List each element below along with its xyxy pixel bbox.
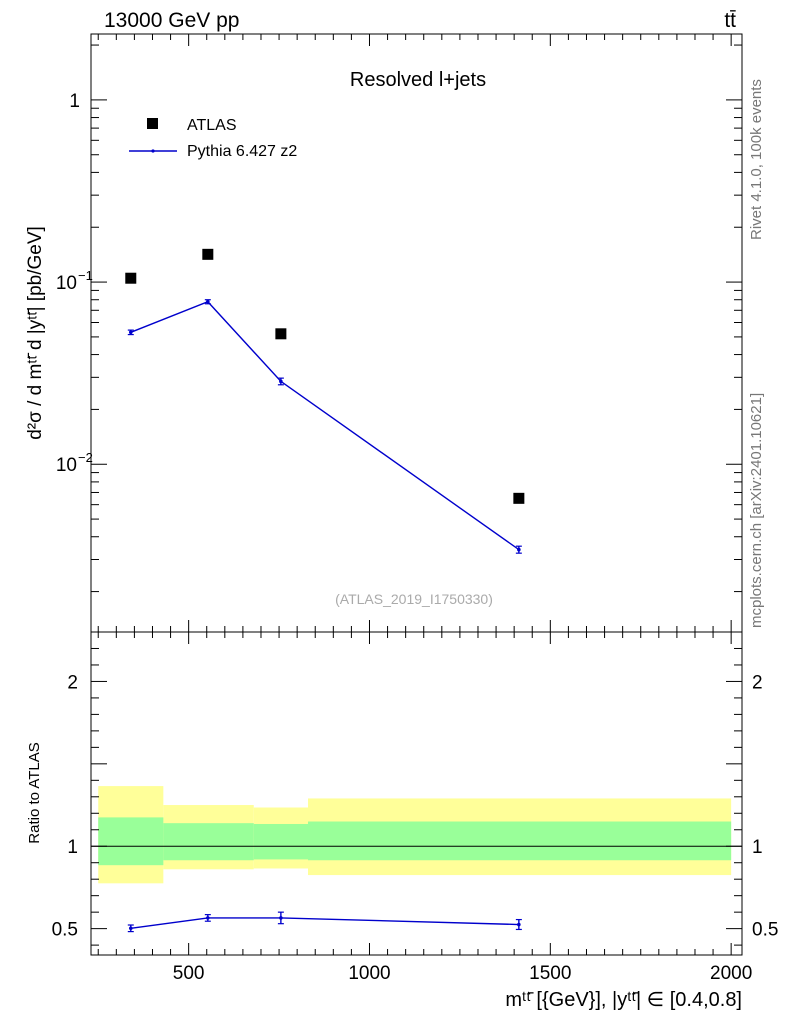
main-y-tick-exponent: −2 (78, 450, 93, 465)
ratio-pythia-line (130, 917, 519, 929)
ratio-band-green (253, 823, 308, 860)
main-y-tick-exponent: −1 (78, 268, 93, 283)
ratio-band-green (98, 817, 164, 866)
atlas-point (202, 248, 214, 260)
ratio-y-axis-label: Ratio to ATLAS (26, 742, 43, 843)
rivet-label: Rivet 4.1.0, 100k events (748, 79, 765, 240)
ratio-band-green (163, 823, 254, 861)
ratio-series (127, 911, 522, 933)
ratio-y-tick-label-right: 0.5 (752, 920, 778, 941)
x-axis-label: mᵗᵗ̄ [{GeV}], |yᵗᵗ̄| ∈ [0.4,0.8] (505, 989, 742, 1011)
ratio-bands (98, 786, 732, 884)
ratio-y-tick-label: 0.5 (52, 920, 78, 941)
ratio-axis-ticks: 500 1000 1500 2000 0.5 0.5 1 1 2 2 (52, 631, 778, 984)
legend-atlas-marker (147, 118, 158, 129)
main-y-tick-label: 10 (56, 273, 77, 294)
atlas-point (513, 492, 525, 504)
pythia-point (517, 547, 521, 552)
ratio-point (206, 916, 210, 920)
legend: ATLAS Pythia 6.427 z2 (129, 117, 297, 160)
ratio-y-tick-label-right: 2 (752, 672, 763, 693)
header-right: tt̄ (724, 9, 736, 32)
atlas-point (125, 272, 137, 284)
x-tick-label: 500 (173, 963, 205, 984)
pythia-point (128, 330, 133, 335)
ratio-y-tick-label: 1 (67, 837, 78, 858)
analysis-id: (ATLAS_2019_I1750330) (335, 591, 493, 607)
legend-pythia-marker (151, 149, 155, 153)
legend-atlas-label: ATLAS (187, 117, 237, 134)
legend-pythia-label: Pythia 6.427 z2 (187, 143, 297, 160)
pythia-point (206, 299, 210, 304)
header-left: 13000 GeV pp (104, 9, 239, 32)
atlas-point (275, 328, 287, 340)
ratio-panel: 500 1000 1500 2000 0.5 0.5 1 1 2 2 Ratio to ATLAS (26, 631, 778, 984)
ratio-y-tick-label-right: 1 (752, 837, 763, 858)
ratio-band-green (308, 821, 732, 861)
ratio-point (128, 926, 133, 931)
main-series (125, 248, 525, 554)
source-label: mcplots.cern.ch [arXiv:2401.10621] (748, 393, 765, 628)
ratio-y-tick-label: 2 (67, 672, 78, 693)
x-tick-label: 1000 (348, 963, 390, 984)
x-tick-label: 2000 (710, 963, 752, 984)
main-y-tick-label: 1 (69, 91, 80, 112)
main-y-tick-label: 10 (56, 455, 77, 476)
main-panel: 10 −210 −11 Resolved l+jets (ATLAS_2019_I1… (25, 33, 743, 633)
ratio-point (517, 922, 521, 927)
ratio-point (279, 916, 283, 920)
main-axis-ticks: 10 −210 −11 (56, 34, 742, 632)
pythia-line (130, 300, 520, 551)
pythia-point (279, 379, 283, 384)
x-tick-label: 1500 (529, 963, 571, 984)
panel-title: Resolved l+jets (350, 69, 486, 91)
ratio-frame (90, 631, 743, 956)
y-axis-label: d²σ / d mᵗᵗ̄ d |yᵗᵗ̄| [pb/GeV] (25, 226, 46, 440)
